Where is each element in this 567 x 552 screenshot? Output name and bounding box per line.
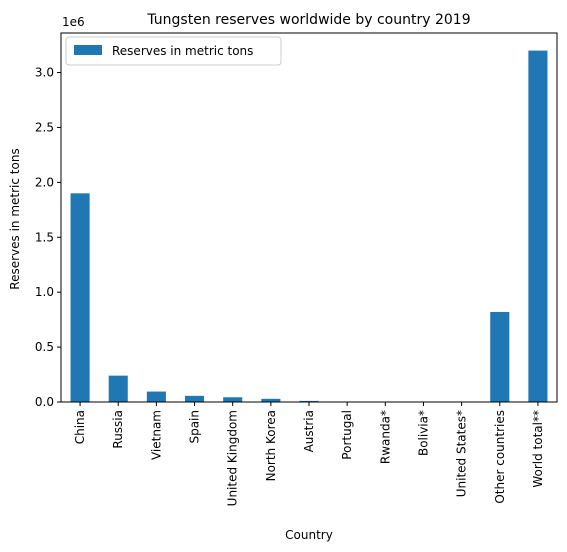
y-tick-label: 2.5 — [35, 120, 54, 134]
x-tick-label: Other countries — [493, 410, 507, 504]
x-tick-label: United States* — [455, 410, 469, 497]
x-tick-label: World total** — [531, 410, 545, 488]
x-tick-label: Portugal — [340, 410, 354, 460]
x-tick-label: China — [73, 410, 87, 444]
legend-swatch — [74, 45, 102, 55]
legend: Reserves in metric tons — [65, 36, 282, 66]
bar-2 — [146, 391, 166, 402]
x-tick-label: Rwanda* — [378, 410, 392, 464]
bar-12 — [528, 50, 548, 402]
x-tick-label: United Kingdom — [226, 410, 240, 506]
y-tick-label: 1.5 — [35, 230, 54, 244]
legend-label: Reserves in metric tons — [112, 44, 253, 58]
x-tick-label: Bolivia* — [416, 410, 430, 456]
x-ticks-group: China Russia Vietnam Spain United Kingdom Nor… — [73, 402, 545, 506]
y-tick-label: 0.0 — [35, 395, 54, 409]
y-tick-label: 1.0 — [35, 285, 54, 299]
x-tick-label: Austria — [302, 410, 316, 452]
bar-1 — [108, 375, 128, 402]
bars-group — [70, 50, 548, 402]
y-tick-label: 2.0 — [35, 175, 54, 189]
x-tick-label: North Korea — [264, 410, 278, 481]
bar-5 — [261, 398, 281, 402]
bar-6 — [299, 400, 319, 402]
chart-title: Tungsten reserves worldwide by country 2… — [146, 12, 470, 28]
y-tick-label: 0.5 — [35, 340, 54, 354]
y-ticks-group: 0.0 0.5 1.0 1.5 2.0 2.5 3.0 — [35, 66, 61, 409]
x-tick-label: Russia — [111, 410, 125, 449]
x-axis-label: Country — [285, 528, 333, 542]
x-tick-label: Spain — [188, 410, 202, 444]
x-tick-label: Vietnam — [149, 410, 163, 460]
bar-11 — [490, 311, 510, 402]
plot-frame — [60, 32, 558, 403]
legend-frame — [65, 36, 282, 66]
bar-3 — [185, 395, 205, 402]
y-axis-label: Reserves in metric tons — [8, 148, 22, 289]
y-tick-label: 3.0 — [35, 66, 54, 80]
y-offset-label: 1e6 — [62, 15, 85, 29]
bar-4 — [223, 397, 243, 402]
bar-0 — [70, 193, 90, 402]
